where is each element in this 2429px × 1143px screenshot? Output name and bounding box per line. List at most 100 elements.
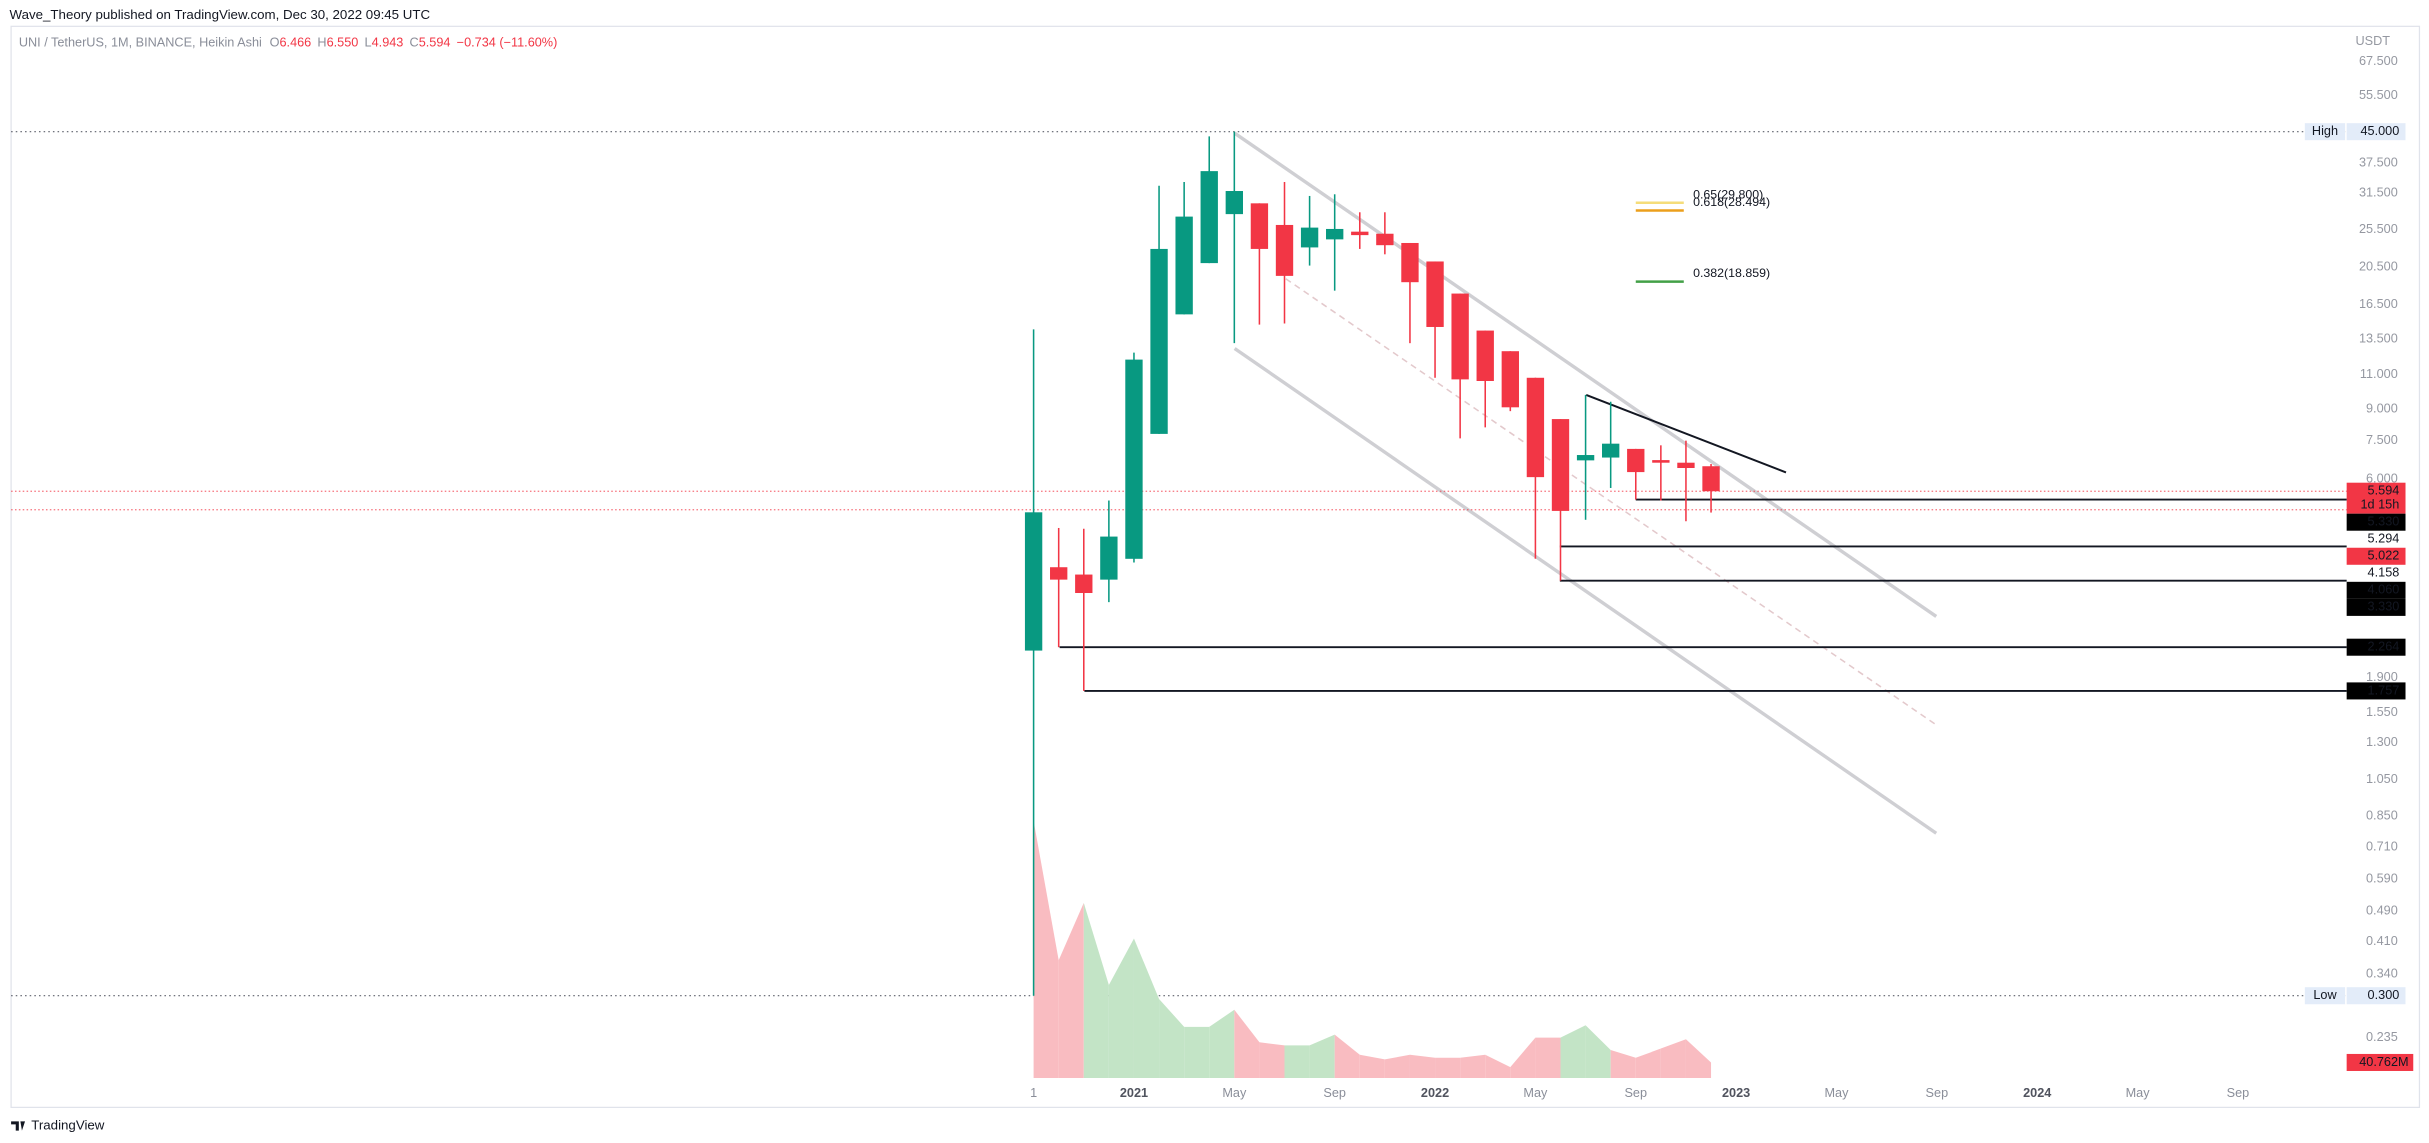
extreme-name: High [2312, 124, 2338, 138]
y-tick-label: 1.550 [2366, 705, 2398, 719]
price-tag-countdown: 1d 15h [2361, 498, 2400, 512]
extreme-name-box [2304, 123, 2346, 141]
volume-area [1209, 1009, 1235, 1078]
price-tag-box [2346, 513, 2406, 531]
volume-area [1334, 1034, 1360, 1078]
price-tag: 3.330 [2368, 600, 2400, 614]
extreme-value: 0.300 [2368, 988, 2400, 1002]
candle-body [1652, 460, 1670, 463]
candle-body [1100, 536, 1118, 580]
extreme-name-box [2304, 987, 2346, 1005]
volume-area [1535, 1037, 1561, 1078]
candle-body [1526, 377, 1545, 478]
legend-field-name: L [365, 36, 372, 50]
price-tag: 5.294 [2368, 532, 2400, 546]
legend-field-name: H [317, 36, 326, 50]
candle-body [1451, 293, 1469, 380]
x-tick-label: Sep [2227, 1086, 2250, 1100]
y-tick-label: 0.850 [2366, 808, 2398, 822]
x-tick-label: Sep [1624, 1086, 1647, 1100]
legend-field-name: C [410, 36, 419, 50]
candle-body [1200, 171, 1218, 264]
y-tick-label: 13.500 [2359, 332, 2398, 346]
candle-body [1300, 227, 1319, 248]
volume-area [1133, 938, 1160, 1078]
y-tick-label: 1.300 [2366, 735, 2398, 749]
candle-body [1602, 443, 1620, 458]
candle-body [1576, 455, 1595, 461]
candle-body [1627, 448, 1645, 473]
legend-field-value: 6.550 [327, 36, 359, 50]
y-tick-label: 6.000 [2366, 471, 2398, 485]
volume-area [1108, 938, 1134, 1078]
volume-area [1159, 998, 1185, 1078]
volume-area [1585, 1025, 1611, 1078]
price-tag-box [2346, 598, 2406, 616]
volume-area [1409, 1054, 1436, 1078]
y-tick-label: 0.710 [2366, 840, 2398, 854]
price-tag-box [2346, 547, 2406, 565]
volume-area [1309, 1034, 1335, 1078]
volume-area [1485, 1054, 1511, 1078]
legend: UNI / TetherUS, 1M, BINANCE, Heikin Ashi… [19, 36, 557, 50]
y-tick-label: 0.410 [2366, 934, 2398, 948]
volume-area [1384, 1054, 1410, 1078]
candle-body [1702, 466, 1720, 492]
candle-body [1326, 228, 1344, 240]
extreme-value-box [2346, 987, 2406, 1005]
volume-tag-box [2346, 1053, 2414, 1071]
drawings [1233, 131, 1938, 835]
volume-tag: 40.762M [2359, 1055, 2408, 1069]
y-tick-label: 37.500 [2359, 155, 2398, 169]
y-tick-label: 55.500 [2359, 88, 2398, 102]
volume-area [1033, 820, 1059, 1078]
candle-body [1024, 512, 1043, 651]
trend-line [1585, 394, 1787, 474]
fib-label: 0.618(28.494) [1693, 195, 1770, 209]
price-tag: 5.022 [2368, 549, 2400, 563]
candle-body [1150, 248, 1168, 434]
x-tick-label: May [1523, 1086, 1548, 1100]
x-tick-label: 2022 [1421, 1086, 1449, 1100]
y-tick-label: 0.490 [2366, 903, 2398, 917]
chart-frame [10, 25, 2421, 1108]
candle-body [1351, 231, 1369, 236]
candle-body [1401, 242, 1419, 283]
extreme-value: 45.000 [2361, 124, 2400, 138]
x-tick-label: May [1222, 1086, 1247, 1100]
candle-body [1501, 351, 1519, 408]
legend-field-name: O [270, 36, 280, 50]
candle-body [1275, 224, 1294, 276]
volume-area [1685, 1039, 1712, 1078]
x-tick-label: 2024 [2023, 1086, 2051, 1100]
candle-body [1175, 216, 1193, 315]
volume-area [1058, 902, 1084, 1078]
candle-body [1677, 462, 1695, 469]
volume-area [1610, 1050, 1636, 1078]
candle-body [1050, 567, 1068, 580]
y-tick-label: 0.340 [2366, 966, 2398, 980]
price-tag: 4.060 [2368, 583, 2400, 597]
legend-field-value: 5.594 [419, 36, 451, 50]
volume-area [1635, 1048, 1661, 1078]
candle-body [1125, 359, 1143, 559]
volume-area [1359, 1054, 1385, 1078]
candle-body [1376, 233, 1394, 246]
volume-area [1259, 1042, 1285, 1078]
candle-body [1225, 191, 1243, 215]
volume-area [1435, 1057, 1461, 1078]
volume-area [1284, 1045, 1310, 1078]
y-tick-label: 1.050 [2366, 772, 2398, 786]
price-tag: 2.264 [2368, 640, 2400, 654]
legend-change: −0.734 (−11.60%) [457, 36, 558, 50]
candle-body [1476, 330, 1494, 381]
x-tick-label: Sep [1926, 1086, 1949, 1100]
y-tick-label: 67.500 [2359, 54, 2398, 68]
volume-area [1560, 1025, 1586, 1078]
price-tag-box [2346, 581, 2406, 599]
channel-median [1285, 278, 1937, 726]
candle-body [1426, 261, 1444, 327]
fib-label: 0.382(18.859) [1693, 266, 1770, 280]
